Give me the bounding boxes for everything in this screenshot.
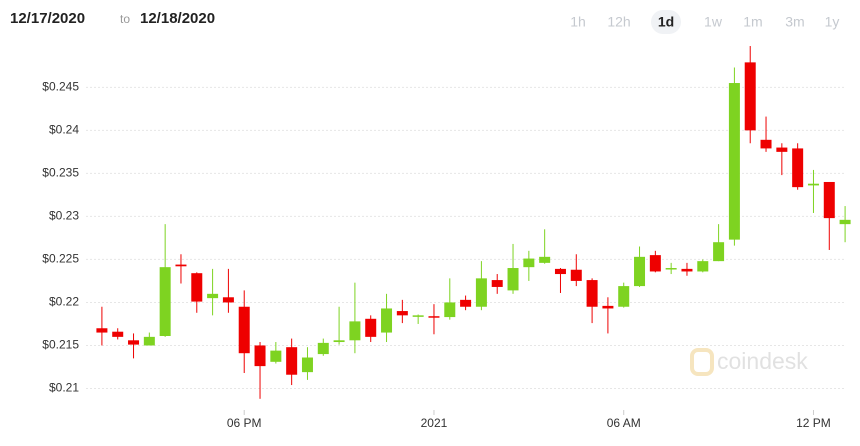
y-tick-label: $0.21 — [49, 381, 79, 395]
candle-body — [760, 139, 772, 149]
candle-body — [507, 268, 519, 291]
candle-body — [618, 286, 630, 307]
range-button[interactable]: 1h — [570, 14, 586, 30]
candle-body — [207, 293, 219, 299]
candle-body — [713, 242, 725, 262]
candle-body — [475, 278, 487, 307]
candle-body — [792, 148, 804, 188]
candle-body — [586, 280, 598, 307]
range-button-bg — [651, 10, 681, 34]
range-button[interactable]: 1y — [825, 14, 840, 30]
y-tick-label: $0.24 — [49, 123, 79, 137]
watermark: coindesk — [690, 348, 808, 376]
candle-body — [175, 264, 187, 267]
candle-body — [634, 256, 646, 287]
y-tick-label: $0.235 — [42, 166, 79, 180]
date-to: 12/18/2020 — [140, 10, 215, 27]
range-button[interactable]: 1d — [658, 14, 674, 30]
candle-body — [839, 219, 851, 225]
y-tick-label: $0.225 — [42, 252, 79, 266]
x-tick-label: 2021 — [421, 416, 448, 430]
candle-body — [128, 340, 140, 345]
candle-body — [286, 347, 298, 375]
x-tick-label: 12 PM — [796, 416, 831, 430]
candle-body — [491, 280, 503, 287]
candle-body — [539, 256, 551, 263]
candle-body — [349, 321, 361, 341]
candle-body — [301, 357, 313, 373]
candle-body — [333, 340, 345, 343]
candle-body — [807, 183, 819, 186]
y-tick-label: $0.22 — [49, 295, 79, 309]
candle-body — [744, 62, 756, 131]
candle-body — [697, 261, 709, 272]
y-tick-label: $0.23 — [49, 209, 79, 223]
candle-body — [112, 331, 124, 337]
candle-body — [365, 318, 377, 337]
candle-body — [728, 83, 740, 240]
candle-body — [191, 273, 203, 302]
candle-body — [238, 306, 250, 354]
candle-body — [381, 308, 393, 333]
candle-body — [159, 267, 171, 336]
range-button[interactable]: 3m — [785, 14, 804, 30]
candle-body — [444, 302, 456, 318]
y-tick-label: $0.245 — [42, 79, 79, 93]
range-button[interactable]: 1m — [743, 14, 762, 30]
candle-body — [681, 268, 693, 272]
y-tick-label: $0.215 — [42, 338, 79, 352]
candle-body — [222, 297, 234, 303]
candle-body — [649, 255, 661, 272]
candle-body — [523, 258, 535, 268]
x-tick-label: 06 AM — [607, 416, 641, 430]
candle-body — [396, 311, 408, 316]
watermark-text: coindesk — [717, 348, 808, 374]
candle-body — [412, 315, 424, 317]
candle-body — [143, 336, 155, 346]
candle-body — [665, 268, 677, 270]
range-button[interactable]: 12h — [607, 14, 630, 30]
candle-body — [823, 181, 835, 219]
date-from: 12/17/2020 — [10, 10, 85, 27]
candle-body — [428, 316, 440, 318]
candle-body — [602, 305, 614, 309]
candle-body — [570, 269, 582, 281]
date-separator: to — [120, 12, 130, 26]
candle-body — [96, 328, 108, 333]
candle-body — [254, 345, 266, 367]
range-button[interactable]: 1w — [704, 14, 723, 30]
candle-body — [776, 147, 788, 152]
candle-body — [270, 350, 282, 362]
candle-body — [460, 299, 472, 307]
candle-body — [317, 342, 329, 355]
watermark-logo — [690, 348, 714, 376]
candle-body — [554, 268, 566, 275]
x-tick-label: 06 PM — [227, 416, 262, 430]
